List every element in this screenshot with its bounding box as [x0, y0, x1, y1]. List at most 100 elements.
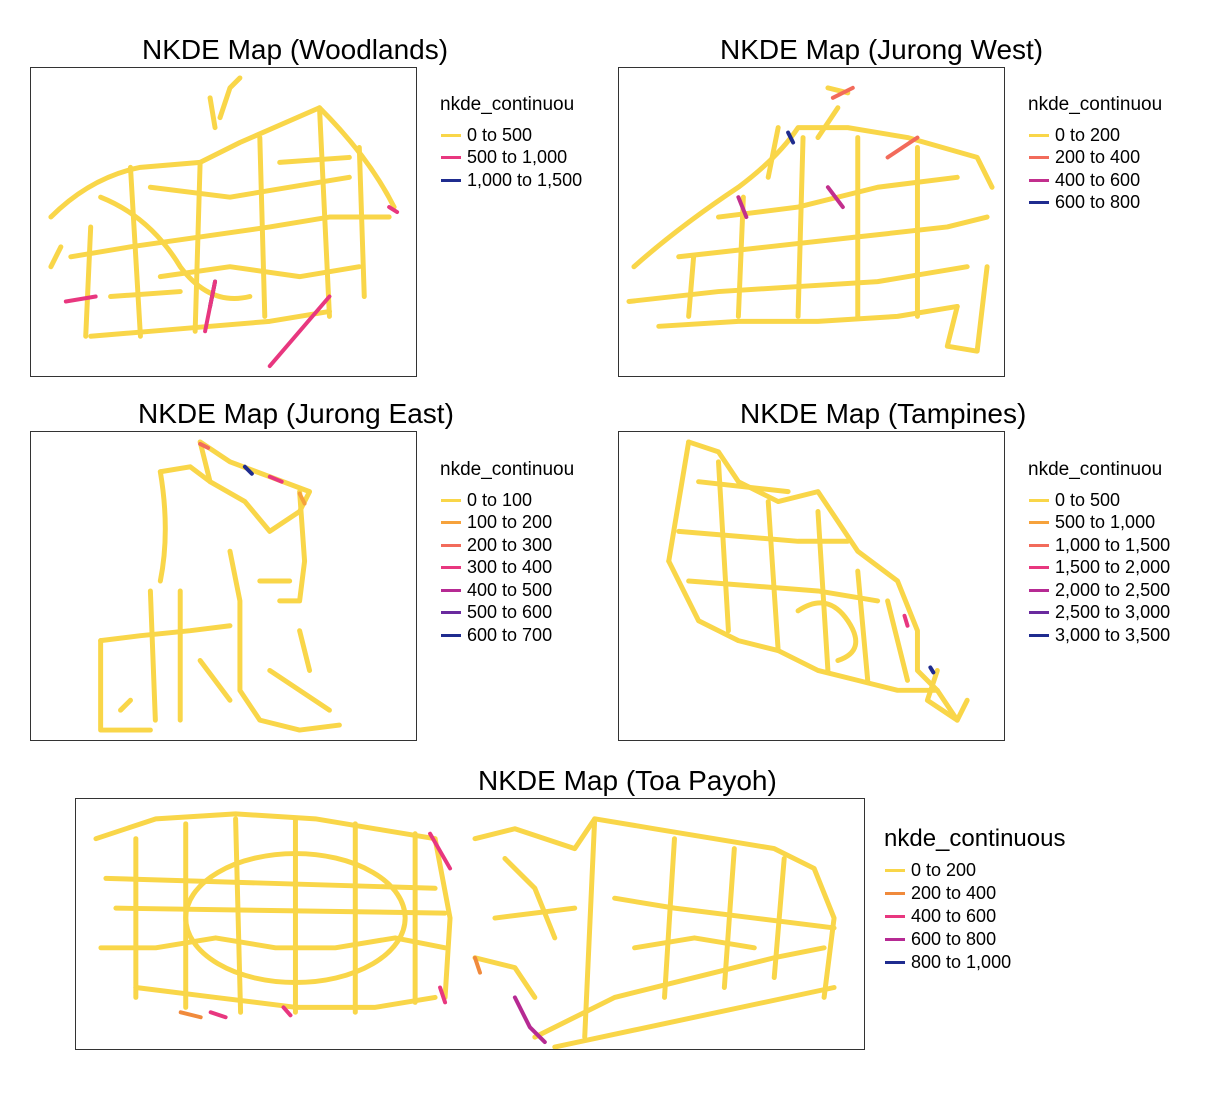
legend-label: 800 to 1,000 [911, 952, 1012, 972]
legend-swatch [1029, 498, 1049, 502]
legend-label: 400 to 500 [467, 579, 553, 600]
legend-item: 1,000 to 1,500 [440, 169, 598, 192]
map-legend: nkde_continuous 0 to 200 200 to 400 400 … [884, 827, 1094, 974]
legend-item: 400 to 600 [1028, 169, 1186, 192]
legend-swatch [1029, 588, 1049, 592]
legend-swatch [1029, 178, 1049, 182]
legend-item: 2,000 to 2,500 [1028, 579, 1186, 602]
legend-label: 200 to 400 [911, 883, 997, 903]
legend-label: 500 to 1,000 [467, 147, 568, 168]
legend-swatch [885, 915, 905, 918]
legend-swatch [441, 611, 461, 615]
legend-swatch [1029, 156, 1049, 160]
road-network-map [666, 439, 970, 723]
legend-label: 400 to 600 [1055, 169, 1141, 190]
legend-swatch [1029, 566, 1049, 570]
legend-item: 600 to 800 [1028, 192, 1186, 215]
legend-item: 200 to 400 [884, 882, 1094, 905]
road-network-map [93, 811, 837, 1049]
legend-swatch [441, 588, 461, 592]
legend-label: 100 to 200 [467, 512, 553, 533]
legend-label: 300 to 400 [467, 557, 553, 578]
map-legend: nkde_continuou 0 to 500 500 to 1,000 1,0… [440, 95, 598, 192]
legend-label: 0 to 500 [1055, 489, 1121, 510]
legend-label: 500 to 1,000 [1055, 512, 1156, 533]
legend-title: nkde_continuou [440, 460, 575, 480]
legend-item: 0 to 200 [884, 859, 1094, 882]
road-network-map [626, 85, 995, 354]
legend-title: nkde_continuou [1028, 460, 1163, 480]
legend-item: 0 to 500 [1028, 489, 1186, 512]
legend-item: 500 to 600 [440, 602, 598, 625]
map-title: NKDE Map (Woodlands) [142, 34, 449, 65]
legend-swatch [1029, 521, 1049, 525]
legend-swatch [1029, 633, 1049, 637]
legend-title: nkde_continuou [1028, 95, 1163, 115]
legend-label: 3,000 to 3,500 [1055, 624, 1171, 645]
legend-swatch [885, 892, 905, 895]
legend-swatch [1029, 611, 1049, 615]
legend-swatch [885, 869, 905, 872]
legend-item: 0 to 200 [1028, 124, 1186, 147]
legend-title: nkde_continuou [440, 95, 575, 115]
legend-item: 600 to 800 [884, 928, 1094, 951]
legend-label: 200 to 400 [1055, 147, 1141, 168]
legend-item: 500 to 1,000 [440, 147, 598, 170]
map-title: NKDE Map (Tampines) [740, 398, 1027, 429]
legend-label: 400 to 600 [911, 906, 997, 926]
legend-label: 0 to 500 [467, 124, 533, 145]
legend-swatch [1029, 133, 1049, 137]
legend-label: 1,500 to 2,000 [1055, 557, 1171, 578]
map-legend: nkde_continuou 0 to 500 500 to 1,000 1,0… [1028, 460, 1186, 647]
legend-swatch [1029, 201, 1049, 205]
road-network-map [48, 75, 400, 369]
legend-label: 0 to 200 [911, 860, 977, 880]
map-canvas[interactable] [75, 798, 865, 1050]
map-canvas[interactable] [30, 67, 417, 377]
legend-item: 300 to 400 [440, 557, 598, 580]
legend-item: 400 to 500 [440, 579, 598, 602]
legend-label: 1,000 to 1,500 [467, 169, 583, 190]
legend-item: 1,500 to 2,000 [1028, 557, 1186, 580]
legend-swatch [885, 961, 905, 964]
map-title: NKDE Map (Jurong West) [720, 34, 1044, 65]
legend-swatch [441, 633, 461, 637]
legend-item: 600 to 700 [440, 624, 598, 647]
legend-item: 0 to 500 [440, 124, 598, 147]
legend-swatch [441, 498, 461, 502]
map-canvas[interactable] [30, 431, 417, 741]
map-canvas[interactable] [618, 431, 1005, 741]
legend-swatch [441, 566, 461, 570]
legend-item: 0 to 100 [440, 489, 598, 512]
legend-item: 100 to 200 [440, 512, 598, 535]
map-legend: nkde_continuou 0 to 100 100 to 200 200 t… [440, 460, 598, 647]
map-canvas[interactable] [618, 67, 1005, 377]
legend-label: 600 to 800 [911, 929, 997, 949]
legend-swatch [441, 521, 461, 525]
legend-swatch [1029, 543, 1049, 547]
legend-swatch [441, 133, 461, 137]
legend-swatch [441, 543, 461, 547]
legend-label: 2,500 to 3,000 [1055, 602, 1171, 623]
legend-item: 200 to 300 [440, 534, 598, 557]
legend-label: 0 to 200 [1055, 124, 1121, 145]
legend-item: 500 to 1,000 [1028, 512, 1186, 535]
legend-label: 600 to 800 [1055, 192, 1141, 213]
legend-swatch [441, 178, 461, 182]
legend-swatch [885, 938, 905, 941]
legend-label: 600 to 700 [467, 624, 553, 645]
legend-label: 0 to 100 [467, 489, 533, 510]
legend-item: 400 to 600 [884, 905, 1094, 928]
legend-item: 1,000 to 1,500 [1028, 534, 1186, 557]
legend-swatch [441, 156, 461, 160]
map-legend: nkde_continuou 0 to 200 200 to 400 400 t… [1028, 95, 1186, 214]
legend-item: 2,500 to 3,000 [1028, 602, 1186, 625]
legend-label: 2,000 to 2,500 [1055, 579, 1171, 600]
legend-title: nkde_continuous [884, 827, 1066, 852]
road-network-map [98, 439, 342, 733]
legend-item: 3,000 to 3,500 [1028, 624, 1186, 647]
map-title: NKDE Map (Toa Payoh) [478, 765, 777, 796]
legend-label: 500 to 600 [467, 602, 553, 623]
legend-label: 1,000 to 1,500 [1055, 534, 1171, 555]
legend-item: 200 to 400 [1028, 147, 1186, 170]
